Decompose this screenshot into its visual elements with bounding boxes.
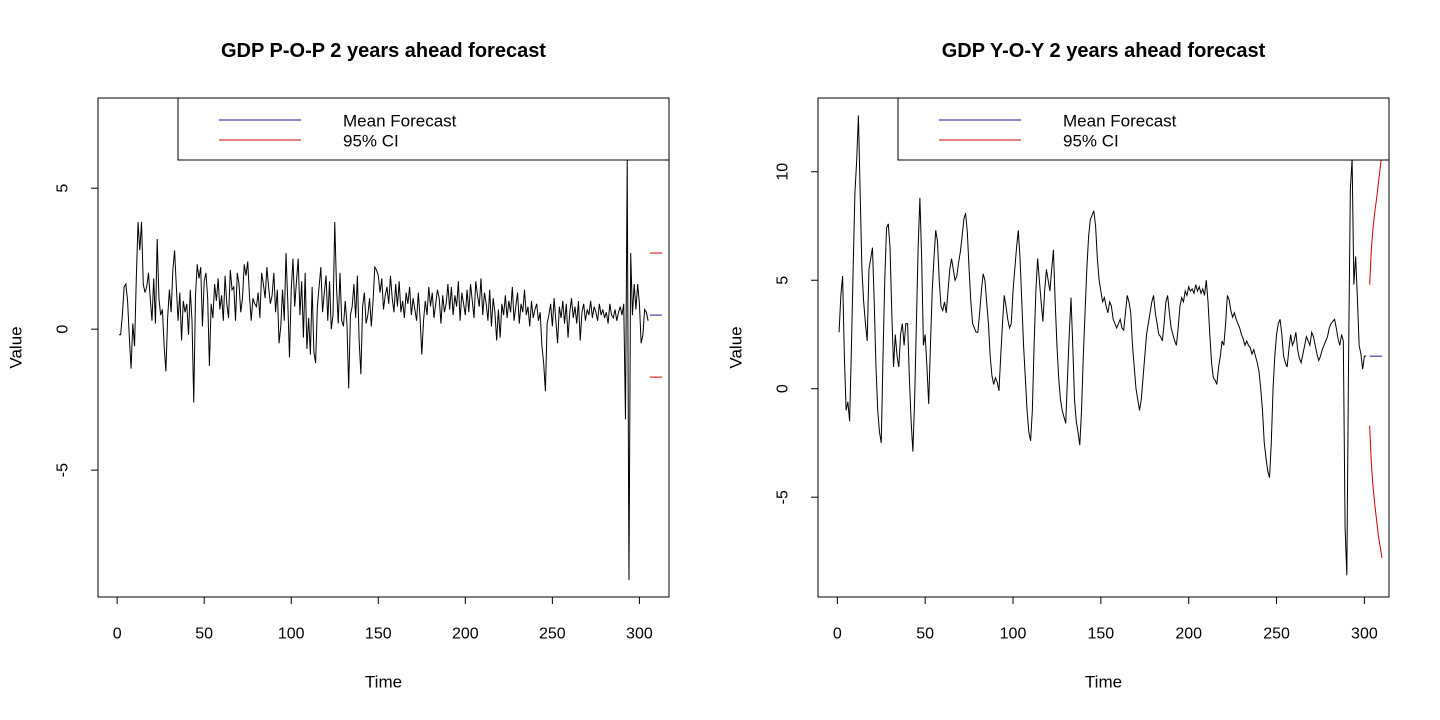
series-line	[118, 160, 649, 581]
x-tick-label: 250	[1263, 626, 1290, 643]
x-tick-label: 100	[278, 626, 305, 643]
x-tick-label: 0	[833, 626, 842, 643]
legend-label: 95% CI	[343, 132, 399, 151]
y-tick-label: 0	[775, 384, 792, 393]
y-tick-label: 10	[775, 163, 792, 181]
x-tick-label: 50	[195, 626, 213, 643]
legend-label: Mean Forecast	[1063, 112, 1177, 131]
y-axis-label: Value	[7, 326, 26, 368]
x-tick-label: 200	[452, 626, 479, 643]
plot-area	[118, 160, 663, 581]
x-tick-label: 300	[626, 626, 653, 643]
y-tick-label: 5	[775, 276, 792, 285]
legend-label: Mean Forecast	[343, 112, 457, 131]
legend-label: 95% CI	[1063, 132, 1119, 151]
series-line	[838, 115, 1367, 576]
legend-box	[897, 97, 1390, 161]
series-line	[1369, 154, 1383, 285]
y-tick-label: 5	[55, 184, 72, 193]
x-tick-label: 150	[365, 626, 392, 643]
chart-title: GDP P-O-P 2 years ahead forecast	[221, 40, 546, 62]
x-tick-label: 150	[1088, 626, 1115, 643]
chart-title: GDP Y-O-Y 2 years ahead forecast	[942, 40, 1266, 62]
legend-box	[177, 97, 670, 161]
x-tick-label: 100	[1000, 626, 1027, 643]
y-axis-label: Value	[727, 326, 746, 368]
y-tick-label: -5	[55, 463, 72, 477]
x-tick-label: 200	[1175, 626, 1202, 643]
y-tick-label: -5	[775, 490, 792, 504]
x-tick-label: 300	[1351, 626, 1378, 643]
x-tick-label: 0	[113, 626, 122, 643]
x-tick-label: 250	[539, 626, 566, 643]
x-tick-label: 50	[916, 626, 934, 643]
x-axis-label: Time	[1085, 673, 1122, 692]
x-axis-label: Time	[365, 673, 402, 692]
plot-area	[838, 115, 1383, 576]
y-tick-label: 0	[55, 325, 72, 334]
ci-lower-line	[1369, 425, 1383, 559]
